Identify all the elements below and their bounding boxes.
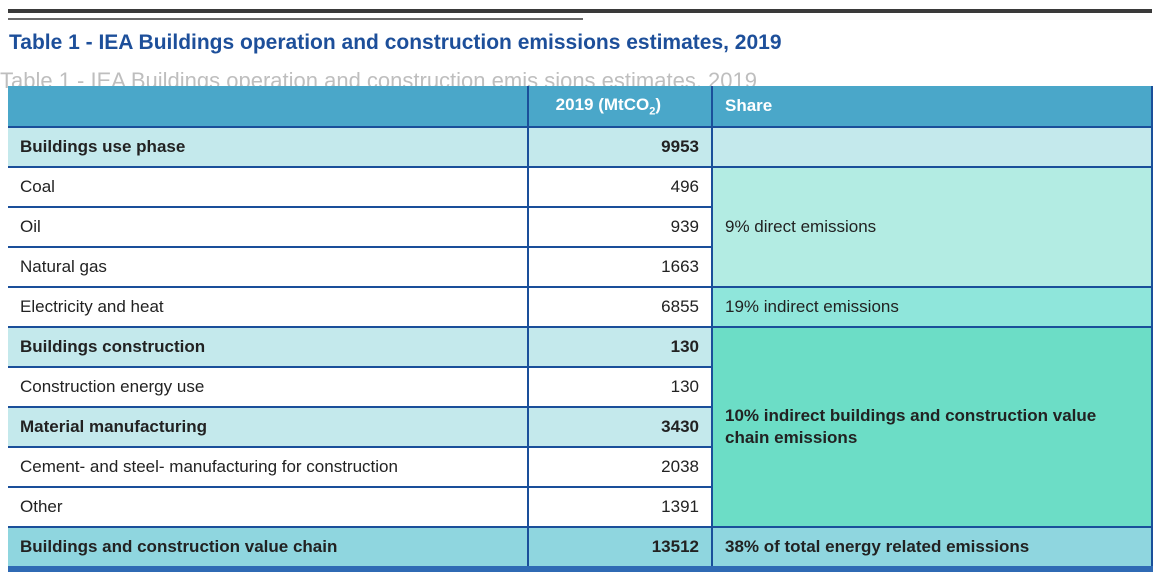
table-row: Natural gas 1663 <box>8 247 1152 288</box>
row-value: 3430 <box>528 407 713 448</box>
share-direct: 9% direct emissions <box>712 167 1153 288</box>
table-header-row: 2019 (MtCO2) Share <box>8 86 1153 128</box>
table-row: Other 1391 <box>8 487 1152 528</box>
table-row: Oil 939 <box>8 207 1152 248</box>
row-label: Buildings construction <box>8 327 529 368</box>
row-value: 9953 <box>528 127 713 168</box>
row-value: 1663 <box>528 247 713 288</box>
share-indirect: 19% indirect emissions <box>712 287 1153 328</box>
row-value: 939 <box>528 207 713 248</box>
share-cell <box>712 127 1153 168</box>
row-label: Buildings and construction value chain <box>8 527 529 572</box>
table-row: Buildings construction 130 10% indirect … <box>8 327 1153 528</box>
row-value: 130 <box>528 367 713 408</box>
header-value: 2019 (MtCO2) <box>528 86 713 128</box>
row-label: Material manufacturing <box>8 407 529 448</box>
table-row: Construction energy use 130 <box>8 367 1152 408</box>
total-row: Buildings and construction value chain 1… <box>8 527 1153 572</box>
row-value: 130 <box>528 327 713 368</box>
secondary-rule <box>8 18 583 20</box>
row-label: Other <box>8 487 529 528</box>
table-title: Table 1 - IEA Buildings operation and co… <box>9 31 782 54</box>
header-category <box>8 86 529 128</box>
table-row: Material manufacturing 3430 <box>8 407 1152 448</box>
row-label: Buildings use phase <box>8 127 529 168</box>
row-label: Oil <box>8 207 529 248</box>
row-label: Coal <box>8 167 529 208</box>
table-row: Coal 496 9% direct emissions <box>8 167 1153 288</box>
row-label: Cement- and steel- manufacturing for con… <box>8 447 529 488</box>
row-value: 496 <box>528 167 713 208</box>
share-total: 38% of total energy related emissions <box>712 527 1153 572</box>
table-row: Cement- and steel- manufacturing for con… <box>8 447 1152 488</box>
row-label: Electricity and heat <box>8 287 529 328</box>
row-value: 6855 <box>528 287 713 328</box>
share-value-chain: 10% indirect buildings and construction … <box>712 327 1153 528</box>
table-row: Buildings use phase 9953 <box>8 127 1153 168</box>
row-value: 1391 <box>528 487 713 528</box>
top-rule <box>8 9 1152 13</box>
emissions-table: 2019 (MtCO2) Share Buildings use phase 9… <box>8 86 1153 572</box>
row-value: 2038 <box>528 447 713 488</box>
table-row: Electricity and heat 6855 19% indirect e… <box>8 287 1153 328</box>
row-value: 13512 <box>528 527 713 572</box>
header-share: Share <box>712 86 1153 128</box>
row-label: Natural gas <box>8 247 529 288</box>
row-label: Construction energy use <box>8 367 529 408</box>
